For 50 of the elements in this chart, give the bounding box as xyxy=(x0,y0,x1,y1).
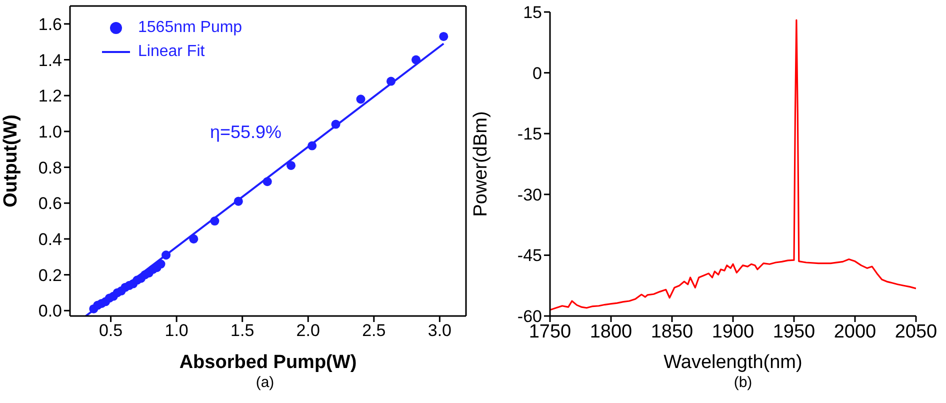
x-tick-label: 1800 xyxy=(590,321,632,342)
legend-label: Linear Fit xyxy=(138,42,205,62)
point xyxy=(308,141,317,150)
legend-label: 1565nm Pump xyxy=(138,18,242,38)
y-axis-title: Output(W) xyxy=(0,114,22,208)
y-axis-title: Power(dBm) xyxy=(470,111,492,217)
point xyxy=(386,76,396,86)
y-tick-label: 0.0 xyxy=(38,302,62,321)
x-tick-label: 1.0 xyxy=(164,321,188,340)
text: (b) xyxy=(732,374,754,391)
x-tick-label: 3.0 xyxy=(428,321,452,340)
x-tick-label: 0.5 xyxy=(98,321,123,340)
x-axis-title: Wavelength(nm) xyxy=(664,352,802,373)
point xyxy=(286,160,296,170)
x-tick-label: 1.5 xyxy=(230,321,254,340)
y-tick-label: 1.6 xyxy=(38,14,62,34)
point xyxy=(234,196,243,206)
point xyxy=(439,32,448,41)
y-tick-label: 0.6 xyxy=(38,194,62,214)
point xyxy=(210,216,220,226)
point xyxy=(262,177,272,186)
x-tick-label: 2000 xyxy=(834,321,876,342)
x-tick-label: 1900 xyxy=(712,321,754,342)
x-tick-label: 1850 xyxy=(650,321,694,342)
point xyxy=(189,234,198,244)
y-tick-label: 0.8 xyxy=(38,158,62,178)
x-tick-label: 2050 xyxy=(894,321,938,342)
y-tick-label: 0.4 xyxy=(38,230,62,249)
y-tick-label: 1.4 xyxy=(38,50,62,70)
point xyxy=(162,250,171,260)
y-tick-label: 1.0 xyxy=(38,122,62,142)
x-tick-label: 2.5 xyxy=(362,321,386,340)
point xyxy=(156,260,166,269)
point xyxy=(411,55,421,64)
y-tick-label: 15 xyxy=(523,3,542,22)
point xyxy=(331,120,340,129)
y-tick-label: 1.2 xyxy=(38,86,62,106)
x-axis-title: Absorbed Pump(W) xyxy=(179,352,357,373)
y-tick-label: 0.2 xyxy=(38,266,62,285)
line-series xyxy=(550,19,916,311)
x-tick-label: 1950 xyxy=(772,321,816,342)
y-tick-label: -30 xyxy=(517,185,542,204)
x-tick-label: 2.0 xyxy=(296,321,320,340)
y-tick-label: 0 xyxy=(532,64,542,83)
text: (a) xyxy=(254,374,276,391)
x-tick-label: 1750 xyxy=(528,321,572,342)
y-tick-label: -45 xyxy=(517,246,542,266)
annotation: η=55.9% xyxy=(210,122,282,143)
point xyxy=(356,94,366,104)
y-tick-label: -15 xyxy=(517,124,542,144)
